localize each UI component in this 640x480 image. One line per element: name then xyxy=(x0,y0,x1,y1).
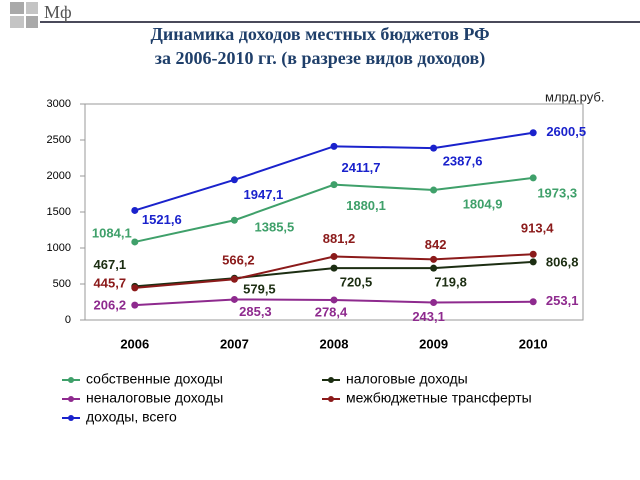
logo-text: Мф xyxy=(44,2,72,22)
legend-marker xyxy=(68,415,74,421)
data-point xyxy=(131,238,139,246)
data-point xyxy=(330,296,338,304)
data-point xyxy=(330,181,338,189)
legend-marker xyxy=(68,396,74,402)
y-tick-label: 500 xyxy=(53,278,71,290)
data-point xyxy=(430,298,438,306)
data-label: 579,5 xyxy=(243,282,276,297)
data-label: 566,2 xyxy=(222,253,255,268)
data-label: 2411,7 xyxy=(341,160,380,175)
data-label: 1973,3 xyxy=(537,185,577,200)
logo-tile xyxy=(26,16,38,28)
y-tick-label: 1500 xyxy=(47,206,71,218)
logo-tile xyxy=(26,2,38,14)
data-point xyxy=(330,142,338,150)
logo-tile xyxy=(10,2,24,14)
data-point xyxy=(529,129,537,137)
data-point xyxy=(529,174,537,182)
data-point xyxy=(430,144,438,152)
data-label: 806,8 xyxy=(546,254,579,269)
legend-marker xyxy=(328,377,334,383)
data-label: 243,1 xyxy=(412,309,445,324)
data-label: 1880,1 xyxy=(346,198,386,213)
y-tick-label: 2000 xyxy=(47,170,71,182)
chart-title: за 2006-2010 гг. (в разрезе видов доходо… xyxy=(155,48,486,69)
data-point xyxy=(330,264,338,272)
data-label: 1385,5 xyxy=(255,220,295,235)
data-label: 719,8 xyxy=(434,275,467,290)
legend-marker xyxy=(328,396,334,402)
data-point xyxy=(430,255,438,263)
data-label: 842 xyxy=(425,237,447,252)
data-label: 720,5 xyxy=(340,275,373,290)
x-tick-label: 2009 xyxy=(419,336,448,351)
data-label: 278,4 xyxy=(315,304,348,319)
chart-title: Динамика доходов местных бюджетов РФ xyxy=(150,24,489,44)
unit-label: млрд.руб. xyxy=(545,89,604,104)
data-point xyxy=(131,284,139,292)
data-label: 1521,6 xyxy=(142,212,182,227)
data-point xyxy=(330,253,338,261)
legend-label: налоговые доходы xyxy=(346,371,468,387)
data-point xyxy=(131,206,139,214)
data-label: 285,3 xyxy=(239,304,272,319)
logo-tile xyxy=(10,16,24,28)
data-point xyxy=(529,258,537,266)
data-point xyxy=(430,186,438,194)
x-tick-label: 2006 xyxy=(120,336,149,351)
legend-label: межбюджетные трансферты xyxy=(346,390,532,406)
data-point xyxy=(230,216,238,224)
data-label: 2600,5 xyxy=(546,124,586,139)
data-label: 2387,6 xyxy=(443,154,483,169)
data-label: 1947,1 xyxy=(244,187,284,202)
x-tick-label: 2010 xyxy=(519,336,548,351)
data-point xyxy=(230,295,238,303)
x-tick-label: 2007 xyxy=(220,336,249,351)
x-tick-label: 2008 xyxy=(320,336,349,351)
data-label: 445,7 xyxy=(94,275,127,290)
data-label: 206,2 xyxy=(94,298,127,313)
y-tick-label: 3000 xyxy=(47,98,71,110)
y-tick-label: 1000 xyxy=(47,242,71,254)
data-label: 881,2 xyxy=(323,231,356,246)
data-point xyxy=(230,176,238,184)
data-point xyxy=(430,264,438,272)
data-label: 1804,9 xyxy=(463,196,503,211)
data-point xyxy=(230,275,238,283)
data-label: 467,1 xyxy=(94,257,127,272)
y-tick-label: 0 xyxy=(65,314,71,326)
legend-label: неналоговые доходы xyxy=(86,390,223,406)
data-label: 1084,1 xyxy=(92,225,132,240)
legend-label: доходы, всего xyxy=(86,409,177,425)
data-point xyxy=(529,298,537,306)
legend-marker xyxy=(68,377,74,383)
legend-label: собственные доходы xyxy=(86,371,223,387)
data-label: 913,4 xyxy=(521,221,554,236)
y-tick-label: 2500 xyxy=(47,134,71,146)
data-point xyxy=(529,250,537,258)
data-point xyxy=(131,301,139,309)
data-label: 253,1 xyxy=(546,293,579,308)
